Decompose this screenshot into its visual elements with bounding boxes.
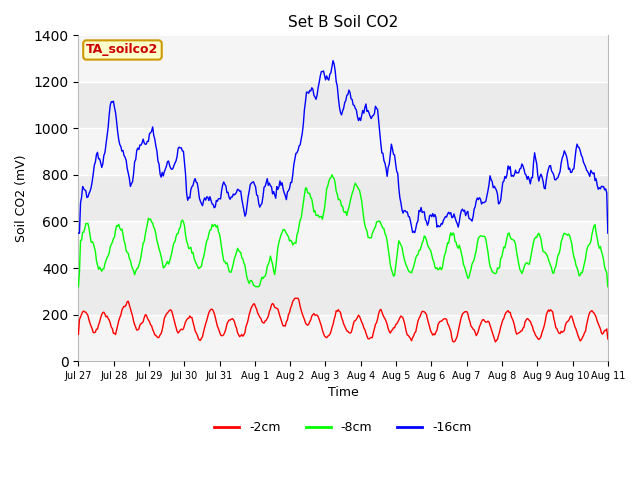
Text: TA_soilco2: TA_soilco2 — [86, 44, 159, 57]
Title: Set B Soil CO2: Set B Soil CO2 — [288, 15, 398, 30]
Bar — [79, 221, 608, 268]
Bar — [79, 129, 608, 175]
Y-axis label: Soil CO2 (mV): Soil CO2 (mV) — [15, 155, 28, 242]
Legend: -2cm, -8cm, -16cm: -2cm, -8cm, -16cm — [209, 416, 477, 439]
Bar — [79, 36, 608, 82]
X-axis label: Time: Time — [328, 386, 358, 399]
Bar — [79, 314, 608, 361]
